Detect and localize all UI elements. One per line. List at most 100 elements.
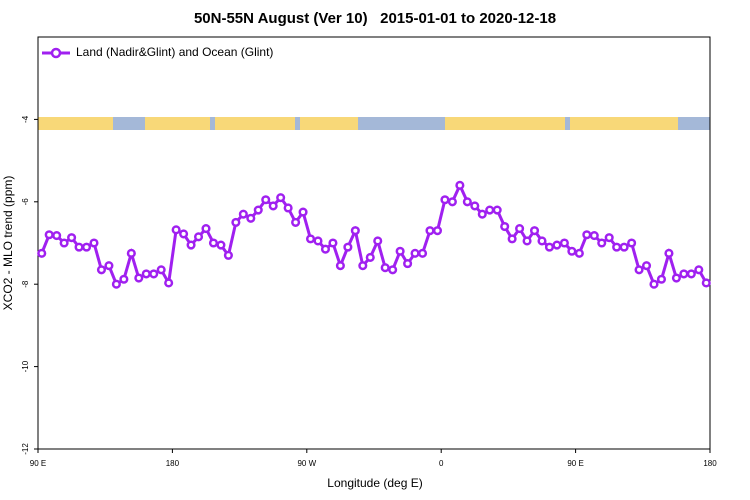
point <box>574 248 584 258</box>
point <box>223 250 233 260</box>
land <box>300 117 358 130</box>
point <box>268 201 278 211</box>
point <box>612 242 622 252</box>
point <box>470 201 480 211</box>
point <box>291 217 301 227</box>
point <box>283 203 293 213</box>
y-axis-label: XCO2 - MLO trend (ppm) <box>1 176 15 311</box>
y-tick-label: -10 <box>21 360 30 372</box>
point <box>81 242 92 252</box>
point <box>529 226 540 236</box>
point <box>141 269 151 279</box>
point <box>171 225 181 235</box>
point <box>276 193 286 203</box>
point <box>119 274 129 284</box>
point <box>149 269 159 279</box>
x-tick-label: 0 <box>439 459 444 468</box>
point <box>679 269 689 279</box>
point <box>111 279 121 289</box>
x-axis-label: Longitude (deg E) <box>327 476 422 490</box>
legend-label: Land (Nadir&Glint) and Ocean (Glint) <box>76 45 273 59</box>
chart-title: 50N-55N August (Ver 10) 2015-01-01 to 20… <box>194 10 556 27</box>
point <box>216 240 226 250</box>
point <box>44 230 54 240</box>
point <box>350 226 360 236</box>
point <box>373 236 383 246</box>
x-tick-label: 180 <box>703 459 717 468</box>
point <box>544 242 555 252</box>
point <box>425 226 435 236</box>
point <box>485 205 495 215</box>
point <box>477 209 487 219</box>
point <box>104 261 114 271</box>
point <box>201 224 211 234</box>
point <box>313 236 323 246</box>
point <box>656 274 667 284</box>
point <box>59 238 69 248</box>
plot-frame <box>37 36 711 450</box>
point <box>447 197 457 207</box>
point <box>500 221 510 232</box>
point <box>582 230 592 240</box>
y-tick-label: -12 <box>21 443 30 455</box>
point <box>604 233 614 243</box>
point <box>193 232 204 242</box>
point <box>179 229 189 239</box>
point <box>671 273 681 283</box>
land <box>570 117 678 130</box>
point <box>380 263 390 273</box>
point <box>156 265 166 275</box>
point <box>701 278 711 288</box>
legend-entry: Land (Nadir&Glint) and Ocean (Glint) <box>42 45 273 59</box>
point <box>335 261 345 271</box>
point <box>253 205 263 215</box>
point <box>238 209 248 219</box>
point <box>343 242 353 252</box>
y-tick-label: -8 <box>21 280 30 288</box>
point <box>417 248 428 258</box>
x-tick-label: 90 W <box>297 459 316 468</box>
point <box>694 265 704 275</box>
point <box>52 231 62 241</box>
land <box>38 117 113 130</box>
map-strip <box>38 117 710 130</box>
point <box>395 246 405 256</box>
point <box>37 248 47 258</box>
point <box>246 213 256 223</box>
x-tick-label: 90 E <box>567 459 583 468</box>
point <box>462 197 472 207</box>
point <box>67 233 77 243</box>
point <box>403 259 413 269</box>
x-tick-label: 90 E <box>30 459 46 468</box>
point <box>96 265 107 275</box>
point <box>686 269 696 279</box>
point <box>164 278 174 288</box>
point <box>589 231 599 241</box>
point <box>664 248 674 258</box>
point <box>552 240 562 250</box>
point <box>492 205 502 215</box>
point <box>515 224 525 234</box>
point <box>388 265 398 275</box>
point <box>89 238 99 248</box>
point <box>358 261 368 271</box>
point <box>649 279 659 289</box>
point <box>298 207 308 217</box>
point <box>231 217 241 227</box>
point <box>208 238 219 248</box>
point <box>627 238 637 248</box>
point <box>619 242 629 252</box>
point <box>74 242 84 252</box>
land <box>215 117 295 130</box>
point <box>410 248 420 258</box>
point <box>126 248 136 258</box>
land <box>145 117 210 130</box>
legend-marker <box>50 47 62 59</box>
point <box>522 236 532 246</box>
y-tick-label: -4 <box>21 115 30 123</box>
point <box>641 261 652 271</box>
point <box>186 240 196 250</box>
point <box>537 236 547 246</box>
point <box>559 238 569 248</box>
